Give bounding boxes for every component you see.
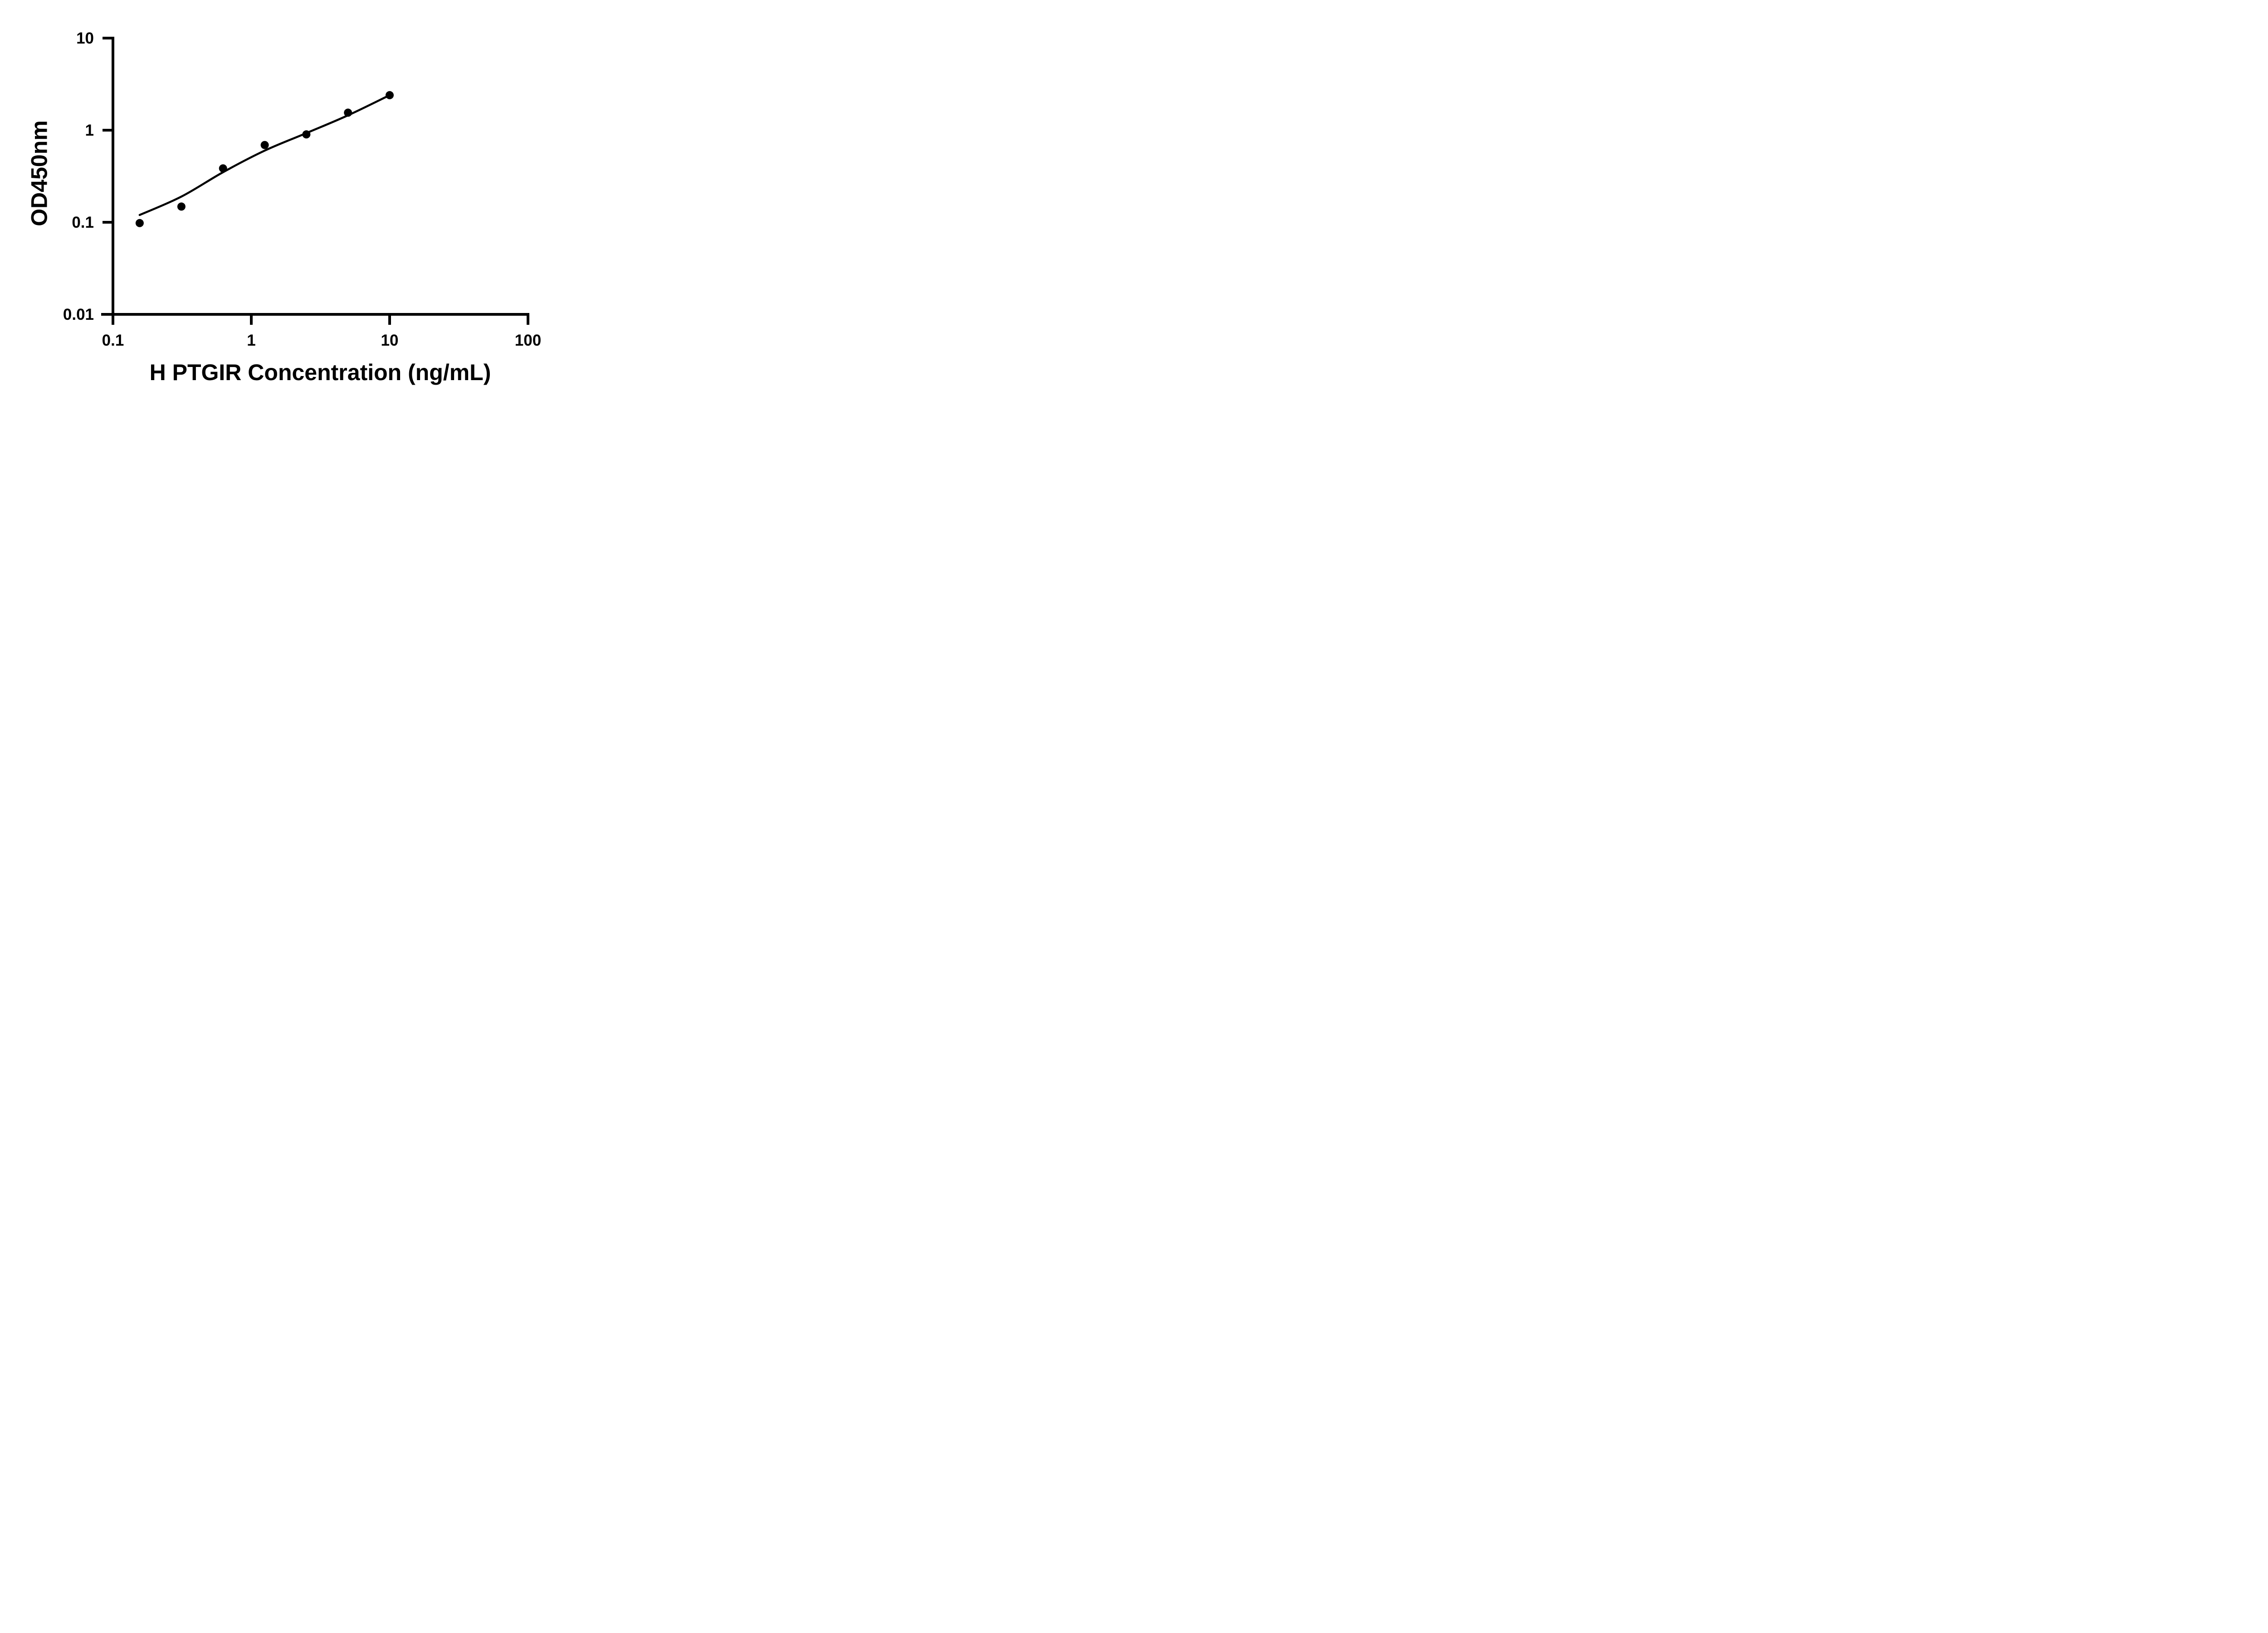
data-point bbox=[386, 91, 394, 99]
y-tick-label-10: 10 bbox=[76, 29, 94, 47]
data-points bbox=[135, 91, 394, 227]
data-point bbox=[177, 202, 186, 211]
y-tick-label-1: 1 bbox=[85, 122, 94, 139]
y-axis-title: OD450nm bbox=[26, 120, 52, 226]
chart-svg: 0.01 0.1 1 10 0.1 1 10 100 bbox=[63, 29, 541, 349]
x-axis-title: H PTGIR Concentration (ng/mL) bbox=[149, 360, 491, 385]
y-tick-label-0.1: 0.1 bbox=[72, 214, 94, 231]
data-point bbox=[135, 219, 144, 227]
x-tick-label-1: 1 bbox=[247, 332, 255, 349]
x-tick-label-0.1: 0.1 bbox=[102, 332, 124, 349]
fit-curve-line bbox=[138, 94, 391, 216]
data-point bbox=[344, 108, 352, 117]
x-tick-label-10: 10 bbox=[381, 332, 399, 349]
y-tick-label-0.01: 0.01 bbox=[63, 306, 94, 323]
axes bbox=[101, 37, 529, 325]
data-point bbox=[219, 164, 227, 173]
x-tick-label-100: 100 bbox=[515, 332, 541, 349]
data-point bbox=[302, 130, 311, 139]
data-point bbox=[260, 141, 269, 149]
elisa-standard-curve-chart: 0.01 0.1 1 10 0.1 1 10 100 OD450nm H PTG… bbox=[0, 0, 582, 408]
